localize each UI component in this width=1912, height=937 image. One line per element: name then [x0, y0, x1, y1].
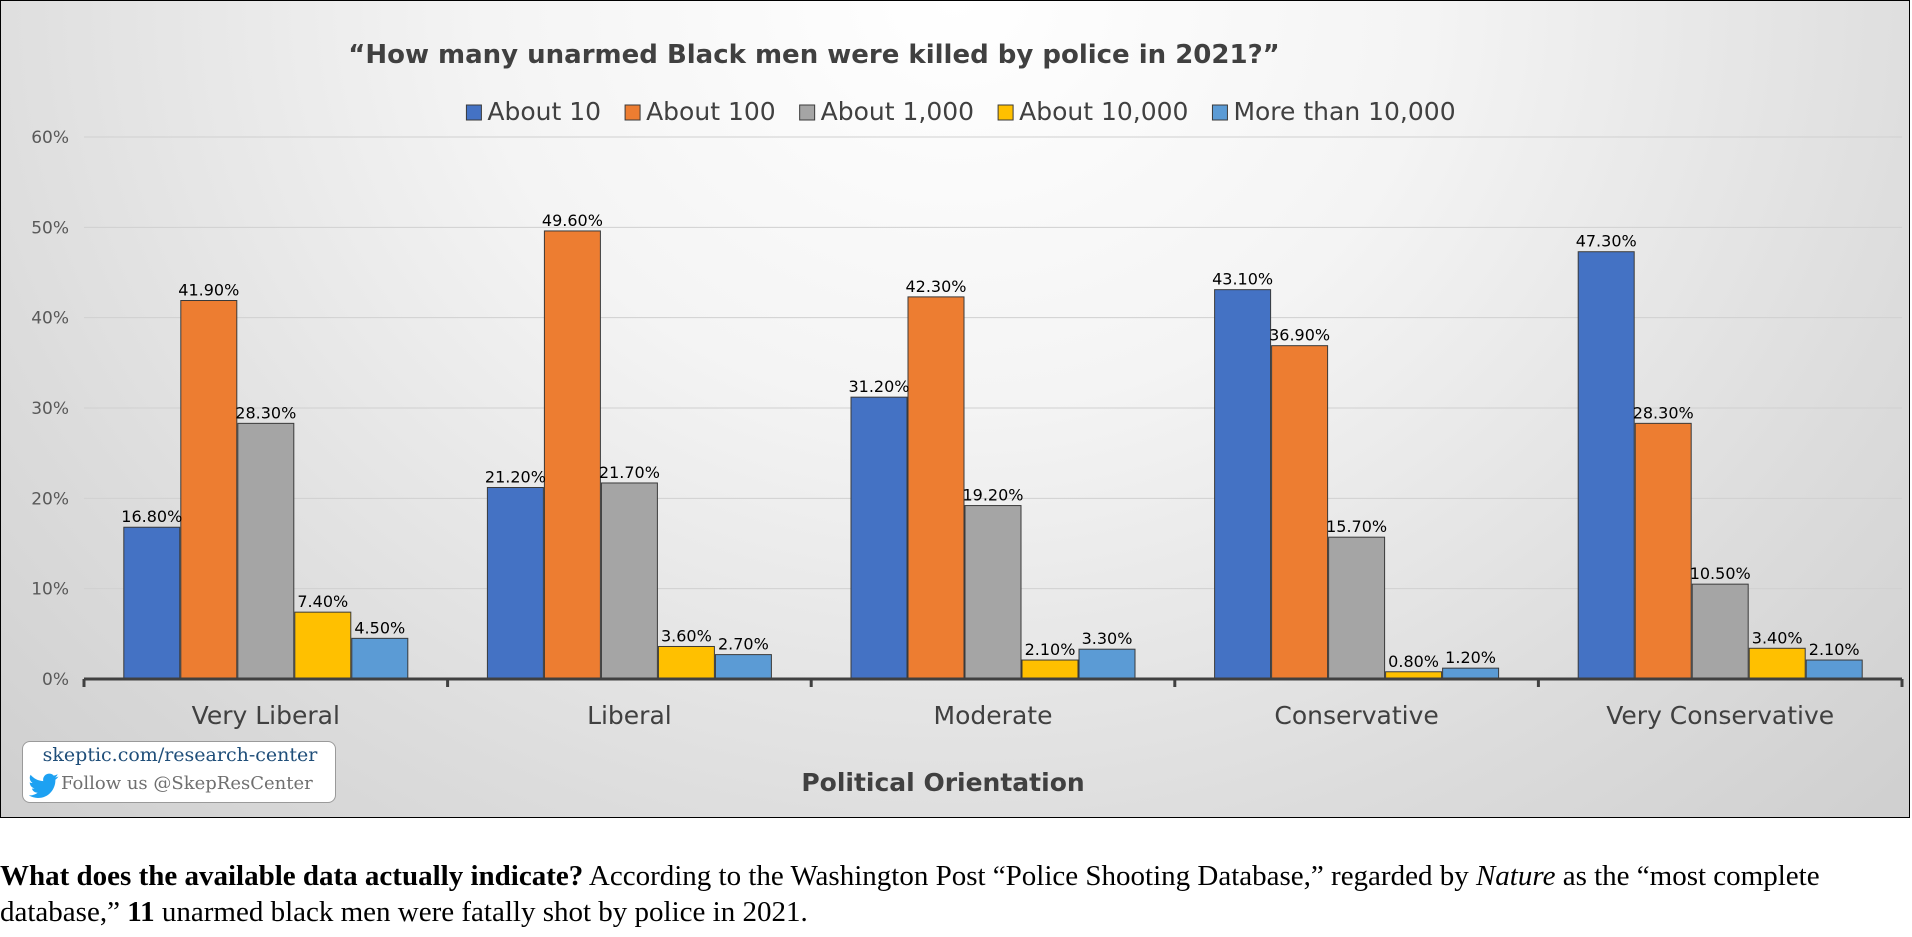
bar [714, 654, 772, 680]
caption-paragraph: What does the available data actually in… [0, 858, 1912, 930]
bar [1078, 648, 1136, 680]
bar [1805, 659, 1863, 680]
x-axis [82, 677, 1904, 687]
data-label: 21.20% [485, 467, 546, 486]
bar [543, 230, 601, 680]
data-label: 2.70% [718, 635, 769, 654]
bar [964, 505, 1022, 680]
data-label: 49.60% [542, 211, 603, 230]
data-label: 3.40% [1752, 628, 1803, 647]
y-tick-label: 10% [31, 580, 69, 600]
data-label: 7.40% [297, 592, 348, 611]
legend-swatch [624, 104, 641, 121]
bar [237, 422, 295, 680]
data-label: 0.80% [1388, 652, 1439, 671]
data-label: 28.30% [1633, 403, 1694, 422]
data-label: 4.50% [354, 618, 405, 637]
data-label: 31.20% [848, 377, 909, 396]
bar [123, 526, 181, 680]
y-tick-label: 40% [31, 309, 69, 329]
chart-title: “How many unarmed Black men were killed … [348, 40, 1280, 70]
category-label: Moderate [934, 701, 1053, 730]
caption-lead: What does the available data actually in… [0, 860, 584, 892]
bar [850, 396, 908, 680]
data-label: 42.30% [905, 277, 966, 296]
bar [1634, 422, 1692, 680]
y-axis-tick-labels: 0% 10% 20% 30% 40% 50% 60% [31, 128, 69, 690]
bar [1442, 667, 1500, 680]
category-labels: Very Liberal Liberal Moderate Conservative V… [192, 701, 1834, 730]
data-label: 10.50% [1690, 564, 1751, 583]
legend-swatch [799, 104, 816, 121]
data-labels: 16.80% 41.90% 28.30% 7.40% 4.50% 21.20% 49.60%… [121, 211, 1859, 671]
data-label: 15.70% [1326, 517, 1387, 536]
data-label: 19.20% [962, 486, 1023, 505]
y-tick-label: 50% [31, 218, 69, 238]
y-tick-label: 60% [31, 128, 69, 148]
bar [180, 300, 238, 680]
caption-journal-name: Nature [1475, 860, 1556, 892]
bar [294, 611, 352, 680]
caption-text-2: as the “most complete database,” [0, 860, 1820, 928]
legend-label: About 1,000 [821, 97, 974, 126]
twitter-bird-icon [29, 773, 59, 798]
legend-item: About 1,000 [799, 97, 974, 126]
legend-label: About 100 [646, 97, 776, 126]
data-label: 43.10% [1212, 270, 1273, 289]
research-center-badge[interactable]: skeptic.com/research-center Follow us @S… [22, 741, 336, 803]
bar-chart: “How many unarmed Black men were killed … [31, 40, 1904, 797]
caption-text-3: unarmed black men were fatally shot by p… [154, 896, 808, 928]
legend-swatch [1211, 104, 1228, 121]
legend-swatch [997, 104, 1014, 121]
bar [1691, 583, 1749, 680]
bar [907, 296, 965, 680]
bar [657, 645, 715, 680]
bar [1271, 345, 1329, 680]
y-tick-label: 20% [31, 489, 69, 509]
legend-label: About 10,000 [1019, 97, 1188, 126]
x-axis-title: Political Orientation [801, 768, 1084, 797]
data-label: 2.10% [1809, 640, 1860, 659]
follow-handle[interactable]: Follow us @SkepResCenter [61, 773, 313, 794]
data-label: 2.10% [1025, 640, 1076, 659]
caption-count: 11 [127, 896, 155, 928]
bar [486, 486, 544, 680]
legend-item: About 10 [465, 97, 601, 126]
legend-swatch [465, 104, 482, 121]
bar [600, 482, 658, 680]
data-label: 1.20% [1445, 648, 1496, 667]
caption-text-1: According to the Washington Post “Police… [583, 860, 1476, 892]
research-center-link[interactable]: skeptic.com/research-center [42, 744, 318, 766]
bars [123, 230, 1863, 680]
chart-legend: About 10 About 100 About 1,000 About 10,000… [465, 97, 1456, 126]
bar [1748, 647, 1806, 680]
chart-frame: “How many unarmed Black men were killed … [0, 0, 1910, 818]
data-label: 36.90% [1269, 326, 1330, 345]
bar [1214, 289, 1272, 680]
y-tick-label: 0% [42, 670, 69, 690]
data-label: 41.90% [178, 281, 239, 300]
bar [351, 637, 409, 680]
bar [1021, 659, 1079, 680]
data-label: 3.30% [1082, 629, 1133, 648]
data-label: 28.30% [235, 403, 296, 422]
data-label: 47.30% [1576, 232, 1637, 251]
y-tick-label: 30% [31, 399, 69, 419]
legend-label: More than 10,000 [1233, 97, 1455, 126]
legend-label: About 10 [487, 97, 601, 126]
data-label: 16.80% [121, 507, 182, 526]
category-label: Conservative [1274, 701, 1438, 730]
category-label: Very Conservative [1606, 701, 1834, 730]
category-label: Liberal [587, 701, 672, 730]
bar [1577, 251, 1635, 680]
legend-item: About 100 [624, 97, 776, 126]
legend-item: About 10,000 [997, 97, 1188, 126]
legend-item: More than 10,000 [1211, 97, 1456, 126]
category-label: Very Liberal [192, 701, 340, 730]
data-label: 3.60% [661, 626, 712, 645]
data-label: 21.70% [599, 463, 660, 482]
bar [1328, 536, 1386, 680]
